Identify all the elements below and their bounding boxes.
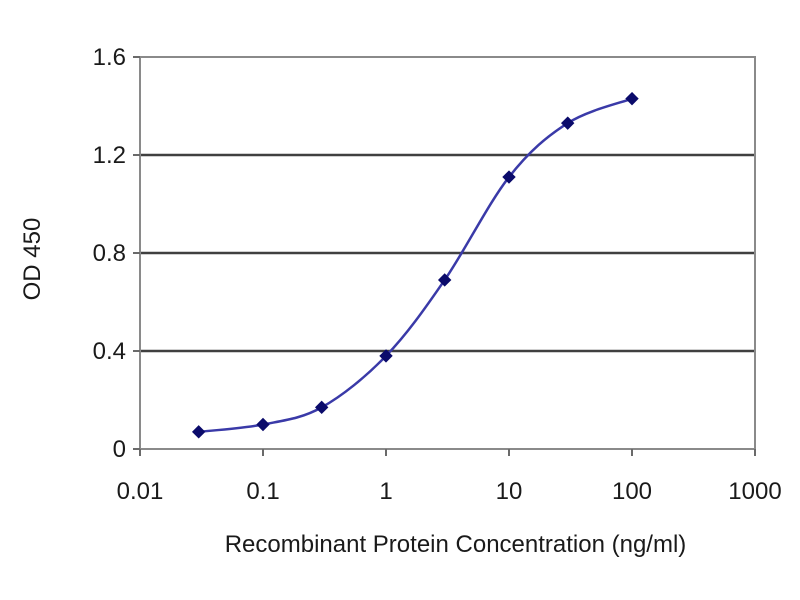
series-line — [198, 97, 633, 434]
y-axis-title: OD 450 — [19, 218, 46, 301]
data-point-marker — [191, 425, 206, 439]
data-point-marker — [379, 349, 393, 363]
gridlines — [140, 153, 755, 353]
y-tick-label: 0.8 — [93, 240, 126, 267]
y-tick-label: 1.2 — [93, 142, 126, 169]
data-point-marker — [560, 116, 575, 130]
x-tick-label: 100 — [612, 478, 652, 505]
data-point-marker — [437, 273, 452, 287]
y-tick-label: 0.4 — [93, 338, 126, 365]
x-tick-label: 1000 — [728, 478, 781, 505]
x-tick-label: 1 — [379, 478, 392, 505]
y-tick-label: 1.6 — [93, 44, 126, 71]
data-point-marker — [502, 170, 516, 184]
data-point-marker — [314, 400, 329, 415]
x-axis-title: Recombinant Protein Concentration (ng/ml… — [225, 531, 687, 558]
data-series — [191, 91, 639, 439]
y-tick-label: 0 — [113, 436, 126, 463]
data-point-marker — [256, 417, 270, 432]
x-tick-label: 0.1 — [246, 478, 279, 505]
data-point-marker — [625, 91, 639, 106]
y-axis-ticks: 0 0.4 0.8 1.2 1.6 — [93, 44, 140, 463]
x-axis-ticks: 0.01 0.1 1 10 100 1000 — [117, 449, 782, 505]
x-tick-label: 0.01 — [117, 478, 164, 505]
x-tick-label: 10 — [496, 478, 523, 505]
